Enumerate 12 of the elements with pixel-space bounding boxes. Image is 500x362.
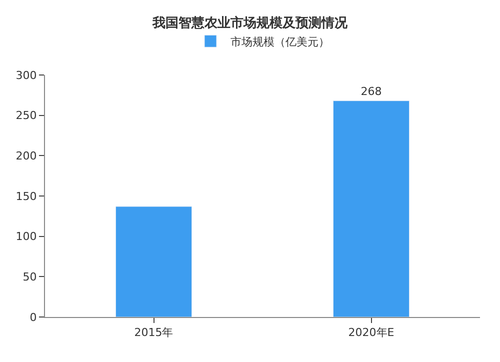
y-tick-label: 150 xyxy=(16,190,37,203)
x-tick-label: 2015年 xyxy=(134,326,174,340)
y-tick-label: 300 xyxy=(16,68,37,82)
y-tick-label: 250 xyxy=(16,109,37,122)
legend-label: 市场规模（亿美元） xyxy=(230,35,330,48)
chart-title: 我国智慧农业市场规模及预测情况 xyxy=(152,15,348,32)
y-tick-label: 200 xyxy=(16,150,37,163)
x-tick-label: 2020年E xyxy=(348,326,394,340)
y-tick-label: 0 xyxy=(30,310,37,324)
y-tick-label: 100 xyxy=(16,230,37,244)
data-label: 268 xyxy=(360,84,382,98)
y-tick-label: 50 xyxy=(22,270,37,284)
